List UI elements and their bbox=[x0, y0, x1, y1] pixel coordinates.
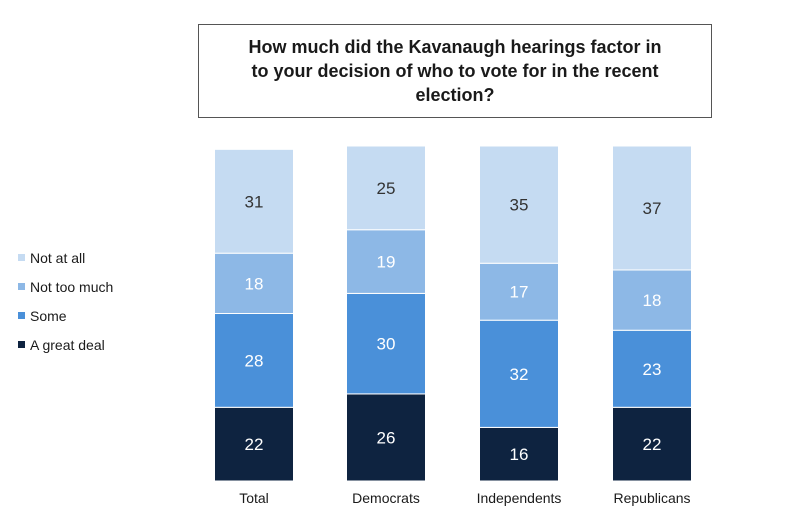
category-label: Total bbox=[239, 490, 269, 506]
legend: Not at all Not too much Some A great deal bbox=[18, 243, 113, 359]
bar-segment bbox=[214, 313, 294, 408]
legend-item: Not at all bbox=[18, 243, 113, 272]
legend-swatch bbox=[18, 312, 25, 319]
legend-label: Not at all bbox=[30, 249, 86, 266]
bar-segment bbox=[612, 329, 692, 408]
legend-item: A great deal bbox=[18, 330, 113, 359]
data-label: 18 bbox=[245, 274, 264, 293]
data-label: 19 bbox=[377, 253, 396, 272]
data-label: 35 bbox=[510, 196, 529, 215]
legend-label: Some bbox=[30, 307, 67, 324]
data-label: 37 bbox=[643, 199, 662, 218]
chart-title-box: How much did the Kavanaugh hearings fact… bbox=[198, 24, 712, 118]
data-label: 18 bbox=[643, 291, 662, 310]
bar-segment bbox=[346, 229, 426, 294]
bar-segment bbox=[479, 319, 559, 428]
bar-segment bbox=[612, 145, 692, 271]
data-label: 31 bbox=[245, 192, 264, 211]
category-label: Republicans bbox=[613, 490, 690, 506]
category-label: Democrats bbox=[352, 490, 420, 506]
data-label: 17 bbox=[510, 283, 529, 302]
data-label: 23 bbox=[643, 360, 662, 379]
data-label: 26 bbox=[377, 428, 396, 447]
legend-swatch bbox=[18, 283, 25, 290]
data-label: 22 bbox=[245, 435, 264, 454]
bar-segment bbox=[612, 406, 692, 482]
bar-segment bbox=[346, 145, 426, 231]
data-label: 16 bbox=[510, 445, 529, 464]
bar-segment bbox=[214, 148, 294, 254]
bar-segment bbox=[346, 393, 426, 482]
legend-item: Some bbox=[18, 301, 113, 330]
bar-segment bbox=[479, 145, 559, 264]
bar-segment bbox=[214, 252, 294, 314]
legend-label: Not too much bbox=[30, 278, 114, 295]
data-label: 25 bbox=[377, 179, 396, 198]
legend-label: A great deal bbox=[30, 336, 105, 353]
data-label: 30 bbox=[377, 335, 396, 354]
data-label: 22 bbox=[643, 435, 662, 454]
legend-swatch bbox=[18, 254, 25, 261]
chart-title: How much did the Kavanaugh hearings fact… bbox=[248, 37, 662, 105]
category-label: Independents bbox=[477, 490, 562, 506]
bar-segment bbox=[479, 262, 559, 321]
legend-item: Not too much bbox=[18, 272, 113, 301]
bar-segment bbox=[612, 269, 692, 331]
data-label: 32 bbox=[510, 365, 529, 384]
bar-segment bbox=[346, 292, 426, 395]
data-label: 28 bbox=[245, 351, 264, 370]
legend-swatch bbox=[18, 341, 25, 348]
